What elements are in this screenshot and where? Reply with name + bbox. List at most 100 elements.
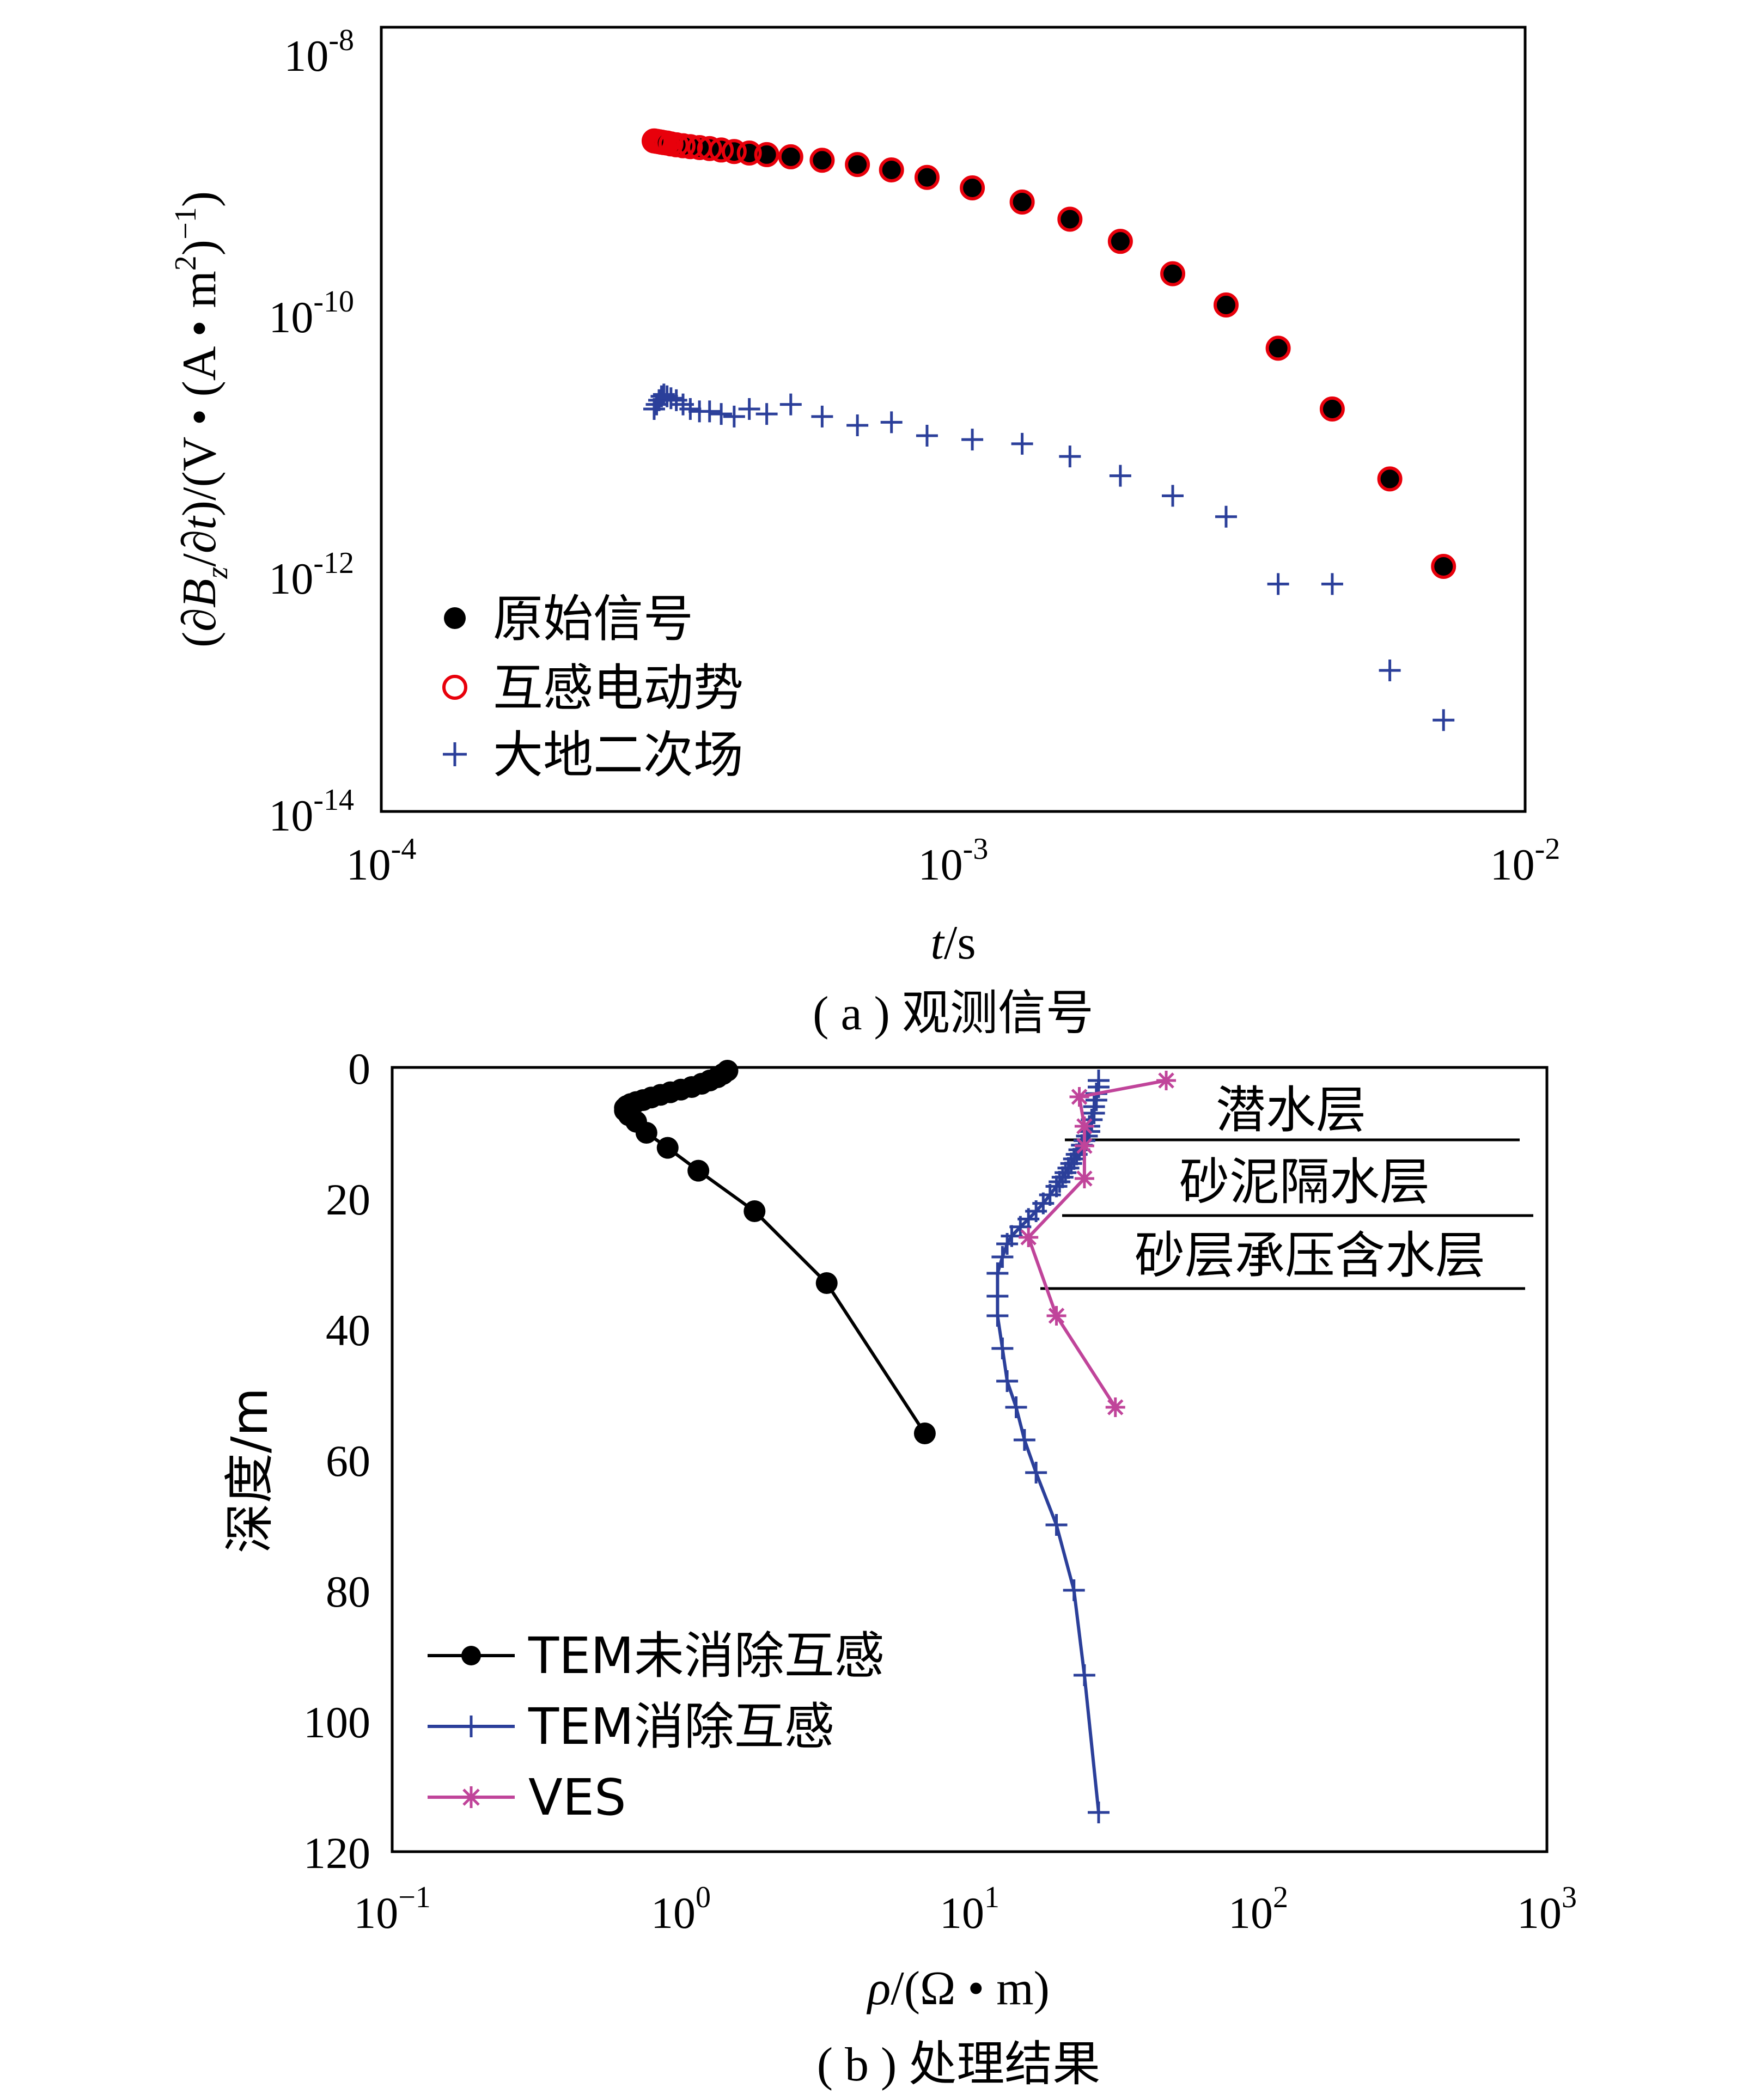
a-xtick-label: 10-3 [918, 832, 989, 889]
b-point-plus [1005, 1396, 1027, 1418]
legend-marker-tem-corrected [460, 1716, 482, 1737]
a-point-filled-circle [1011, 191, 1033, 213]
stratum-label-aquitard: 砂泥隔水层 [1179, 1153, 1430, 1211]
a-point-open-circle [1057, 206, 1083, 232]
a-point-open-circle [1377, 466, 1403, 492]
b-point-plus [1063, 1579, 1085, 1601]
a-point-plus [710, 403, 733, 425]
b-point-plus [1045, 1514, 1068, 1536]
a-x-axis-label: t/s [930, 917, 976, 969]
b-point-filled-circle [815, 1272, 838, 1294]
panel-b-data-marks [614, 1060, 1177, 1823]
b-point-asterisk [1105, 1397, 1125, 1417]
b-point-plus [1073, 1664, 1095, 1686]
b-point-plus [1087, 1802, 1110, 1823]
a-point-plus [643, 398, 665, 420]
stratum-label-confined-aquifer: 砂层承压含水层 [1135, 1226, 1485, 1285]
b-point-asterisk [1069, 1087, 1089, 1107]
a-point-plus [1059, 445, 1081, 468]
b-xtick-label: 102 [1228, 1881, 1288, 1938]
strata-annotations: 潜水层 砂泥隔水层 砂层承压含水层 [1040, 1081, 1533, 1290]
b-point-plus [1013, 1429, 1035, 1451]
a-xtick-label: 10-4 [346, 832, 417, 889]
a-point-plus [961, 429, 984, 451]
b-point-asterisk [1074, 1116, 1094, 1136]
a-ytick-label: 10-10 [269, 285, 354, 342]
a-point-filled-circle [961, 176, 984, 199]
b-series-line [996, 1080, 1100, 1813]
a-point-open-circle [809, 148, 835, 173]
a-point-filled-circle [1059, 208, 1081, 230]
a-point-filled-circle [1321, 398, 1343, 420]
a-point-filled-circle [1433, 555, 1455, 577]
b-point-plus [986, 1305, 1009, 1327]
b-legend: TEM未消除互感 TEM消除互感 VES [428, 1627, 885, 1827]
panel-b: 0 20 40 60 80 100 120 10−1 100 101 102 1… [221, 1044, 1577, 2091]
a-ytick-label: 10-12 [269, 546, 354, 603]
panel-a: 10-8 10-10 10-12 10-14 10-4 10-3 10-2 t/… [169, 23, 1560, 1040]
b-ytick-label: 60 [326, 1436, 370, 1486]
a-point-open-circle [1213, 292, 1239, 318]
legend-label-ground-field: 大地二次场 [493, 726, 743, 784]
a-point-open-circle [697, 136, 722, 161]
a-legend: 原始信号 互感电动势 大地二次场 [442, 590, 743, 784]
legend-label-tem-corrected: TEM消除互感 [528, 1698, 834, 1756]
legend-marker-ves [460, 1786, 482, 1808]
a-xtick-label: 10-2 [1490, 832, 1561, 889]
b-point-filled-circle [743, 1200, 766, 1222]
b-point-filled-circle [635, 1122, 657, 1144]
legend-label-raw-signal: 原始信号 [493, 590, 693, 648]
a-point-plus [679, 398, 702, 420]
a-point-open-circle [721, 139, 747, 164]
a-point-filled-circle [1267, 337, 1289, 359]
legend-marker-ground-field [443, 742, 467, 766]
a-point-plus [1109, 465, 1131, 487]
b-point-asterisk [1074, 1136, 1094, 1156]
b-point-filled-circle [687, 1159, 710, 1182]
legend-label-tem-uncorrected: TEM未消除互感 [528, 1627, 885, 1685]
a-point-open-circle [736, 141, 762, 166]
a-y-axis-label: (∂Bz/∂t)/(V • (A • m2)−1) [169, 191, 234, 648]
a-point-filled-circle [916, 166, 938, 188]
a-point-plus [779, 393, 802, 416]
a-point-open-circle [709, 137, 734, 163]
panel-b-caption: ( b ) 处理结果 [817, 2038, 1101, 2091]
b-point-asterisk [1046, 1306, 1066, 1326]
b-point-plus [991, 1338, 1014, 1359]
a-point-filled-circle [779, 145, 802, 168]
a-point-open-circle [960, 175, 985, 200]
b-point-plus [1025, 1462, 1047, 1484]
b-point-plus [1063, 1148, 1085, 1170]
a-point-open-circle [1160, 261, 1186, 286]
b-ytick-label: 0 [348, 1044, 370, 1094]
a-point-plus [1215, 505, 1237, 528]
b-point-asterisk [1074, 1169, 1094, 1188]
a-ytick-label: 10-14 [269, 783, 354, 840]
b-series-line [623, 1069, 927, 1434]
b-point-filled-circle [913, 1423, 936, 1444]
a-point-filled-circle [846, 154, 869, 176]
a-point-plus [755, 403, 778, 425]
b-point-plus [991, 1246, 1014, 1268]
b-point-plus [986, 1262, 1009, 1284]
a-point-open-circle [1431, 553, 1456, 579]
legend-marker-tem-uncorrected [461, 1646, 481, 1665]
panel-a-data-marks [641, 128, 1456, 731]
legend-label-mutual-emf: 互感电动势 [493, 659, 743, 717]
b-point-asterisk [1156, 1071, 1177, 1090]
b-point-plus [1049, 1171, 1071, 1193]
b-xtick-label: 103 [1517, 1881, 1577, 1938]
panel-a-plot-frame [380, 26, 1527, 813]
b-point-plus [1057, 1157, 1080, 1179]
b-ytick-label: 20 [326, 1175, 370, 1224]
panel-b-plot-frame [391, 1066, 1549, 1853]
a-point-filled-circle [755, 143, 778, 166]
b-xtick-label: 10−1 [354, 1881, 431, 1938]
legend-label-ves: VES [528, 1768, 626, 1827]
b-ytick-label: 120 [303, 1828, 370, 1878]
b-ytick-label: 80 [326, 1567, 370, 1616]
a-point-filled-circle [1162, 262, 1184, 285]
a-point-filled-circle [811, 149, 833, 172]
a-point-plus [656, 385, 678, 407]
b-point-plus [986, 1285, 1009, 1307]
